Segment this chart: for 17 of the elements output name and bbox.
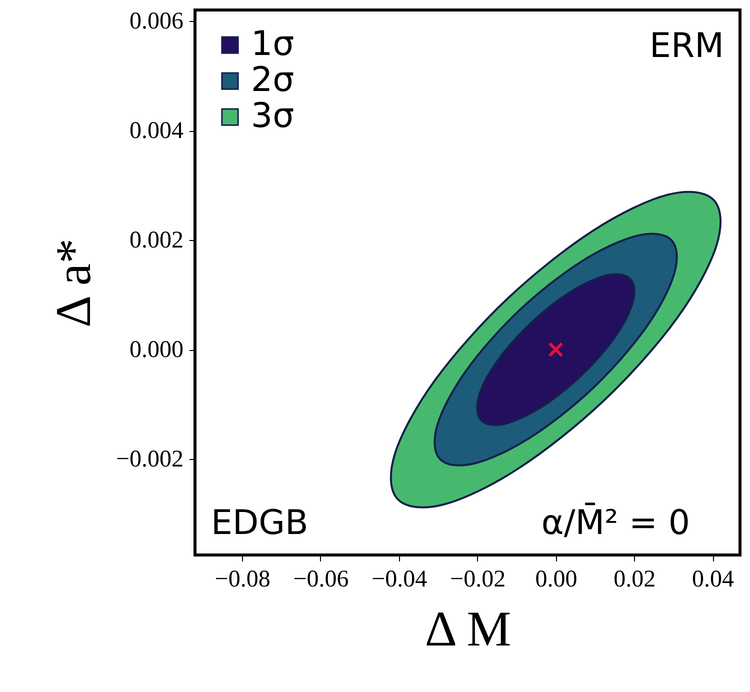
x-axis-title: Δ M <box>424 600 512 656</box>
x-tick-label: −0.06 <box>293 566 349 592</box>
x-tick-label: −0.08 <box>214 566 270 592</box>
annotation: ERM <box>650 26 724 66</box>
x-tick-label: −0.02 <box>450 566 506 592</box>
x-tick-label: 0.02 <box>614 566 656 592</box>
y-tick-label: −0.002 <box>116 446 184 473</box>
x-tick-label: 0.00 <box>535 566 578 592</box>
y-tick-label: 0.006 <box>130 8 184 34</box>
x-tick-label: −0.04 <box>372 566 428 592</box>
annotation: α/M̄² = 0 <box>541 502 690 543</box>
y-axis-title: Δ a* <box>44 238 101 328</box>
y-tick-label: 0.004 <box>130 118 184 144</box>
x-tick-label: 0.04 <box>692 566 734 592</box>
y-tick-label: 0.000 <box>130 337 184 364</box>
y-tick-label: 0.002 <box>130 228 184 254</box>
annotation: EDGB <box>211 503 308 543</box>
